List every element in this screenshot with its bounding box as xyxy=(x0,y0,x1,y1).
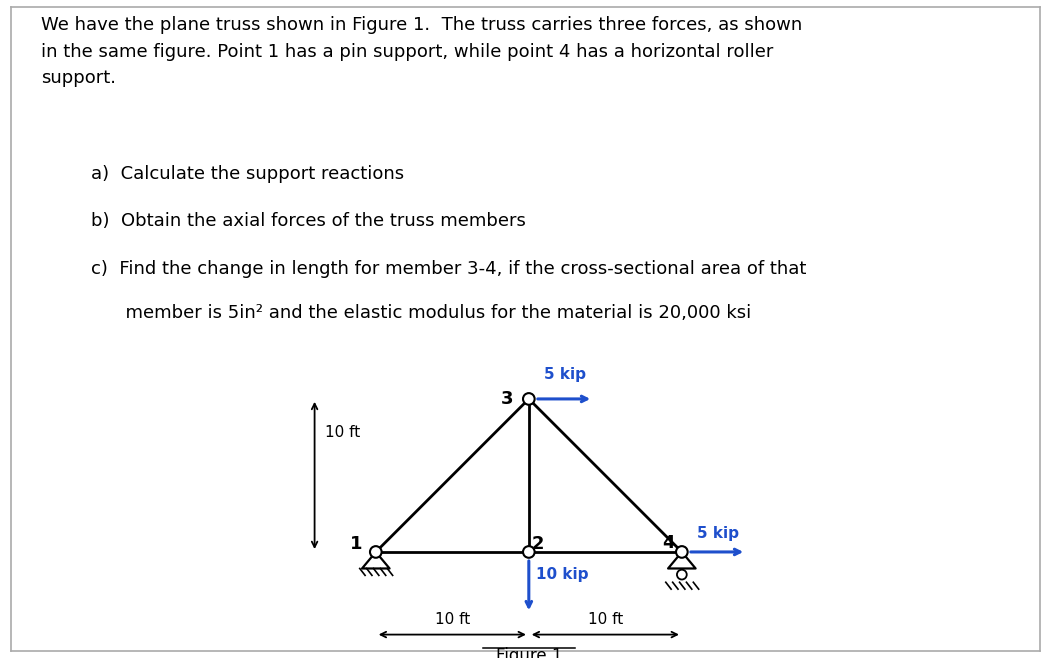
Text: a)  Calculate the support reactions: a) Calculate the support reactions xyxy=(90,164,404,183)
Circle shape xyxy=(523,393,535,405)
Text: 10 kip: 10 kip xyxy=(536,567,589,582)
Text: 4: 4 xyxy=(662,534,675,552)
Text: c)  Find the change in length for member 3-4, if the cross-sectional area of tha: c) Find the change in length for member … xyxy=(90,259,806,278)
Circle shape xyxy=(677,570,686,580)
Text: 3: 3 xyxy=(501,390,514,408)
Text: 10 ft: 10 ft xyxy=(435,612,470,627)
Text: We have the plane truss shown in Figure 1.  The truss carries three forces, as s: We have the plane truss shown in Figure … xyxy=(41,16,803,87)
Text: 5 kip: 5 kip xyxy=(697,526,739,542)
Text: 2: 2 xyxy=(532,536,544,553)
Text: member is 5in² and the elastic modulus for the material is 20,000 ksi: member is 5in² and the elastic modulus f… xyxy=(90,304,751,322)
Text: 1: 1 xyxy=(350,536,363,553)
Text: 5 kip: 5 kip xyxy=(544,367,586,382)
Circle shape xyxy=(523,546,535,558)
Text: 10 ft: 10 ft xyxy=(326,425,360,440)
Text: Figure 1: Figure 1 xyxy=(496,647,562,658)
Text: b)  Obtain the axial forces of the truss members: b) Obtain the axial forces of the truss … xyxy=(90,212,526,230)
Circle shape xyxy=(676,546,687,558)
Text: 10 ft: 10 ft xyxy=(588,612,623,627)
Circle shape xyxy=(370,546,382,558)
